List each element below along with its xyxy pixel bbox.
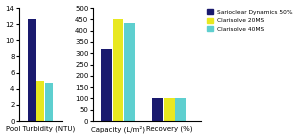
Bar	[101, 49, 112, 121]
Bar	[36, 81, 44, 121]
Bar	[28, 18, 36, 121]
Bar	[176, 98, 186, 121]
Legend: Sarioclear Dynamics 50%, Clarisolve 20MS, Clarisolve 40MS: Sarioclear Dynamics 50%, Clarisolve 20MS…	[206, 9, 294, 32]
Bar	[124, 23, 135, 121]
Bar	[113, 19, 123, 121]
Bar	[45, 83, 53, 121]
Bar	[152, 98, 163, 121]
Bar	[164, 98, 175, 121]
